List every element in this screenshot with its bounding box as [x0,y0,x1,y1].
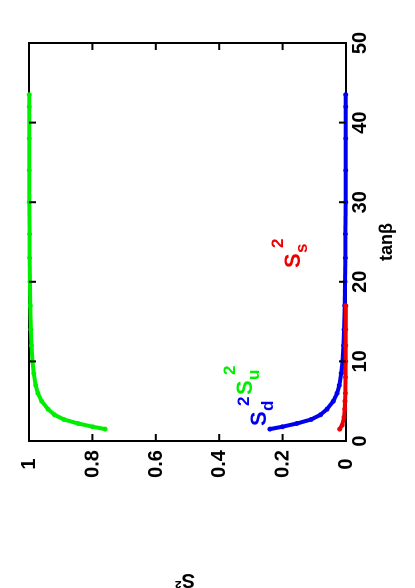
y-tick-label: 0 [335,458,357,469]
data-point-Sd-7 [334,390,340,396]
data-point-Sd-20 [343,104,349,110]
data-point-Su-2 [75,421,81,426]
series-label-sub: d [258,401,277,411]
series-label-Su: Su2 [220,366,263,395]
data-point-Sd-18 [343,167,349,173]
series-label-sub: s [292,244,311,253]
data-point-Sd-4 [318,412,324,418]
data-point-Ss-1 [339,422,345,428]
x-tick-label: 0 [349,435,371,446]
x-tick-label: 40 [349,111,371,133]
data-point-Su-13 [27,303,33,309]
data-point-Su-11 [29,343,34,348]
data-point-Sd-5 [324,406,330,412]
axis-ticks: 0 10 20 30 40 50 0 0.2 0.4 0.6 0.8 1 [18,32,371,478]
series-label-sup: 2 [234,397,253,406]
data-point-Sd-6 [330,398,336,404]
data-point-Su-12 [28,327,34,333]
data-point-Ss-5 [342,390,348,396]
series-label-base: S [232,380,257,395]
data-point-Su-9 [31,370,37,376]
data-marks [26,92,349,432]
data-point-Su-0 [102,426,108,432]
data-point-Su-21 [26,92,32,98]
data-point-Su-7 [35,390,41,396]
series-label-Sd: Sd2 [234,397,277,426]
data-point-Su-15 [27,255,33,261]
x-tick-label: 50 [349,32,371,54]
y-tick-label: 1 [18,458,40,469]
series-label-base: S [246,411,271,426]
x-tick-label: 10 [349,350,371,372]
series-label-Ss: Ss2 [268,239,311,268]
data-point-Sd-1 [280,424,286,430]
y-tick-label: 0.8 [81,450,103,478]
x-tick-label: 30 [349,191,371,213]
data-point-Ss-6 [343,374,348,380]
data-point-Su-5 [45,406,51,412]
data-point-Su-20 [26,104,32,110]
data-point-Su-16 [27,231,33,237]
data-point-Ss-9 [343,327,349,333]
data-point-Sd-16 [342,231,348,237]
x-axis-label: tanβ [376,223,396,261]
data-point-Su-8 [33,382,39,388]
series-line-Su [27,92,108,432]
data-point-Su-3 [61,417,67,422]
data-point-Sd-3 [308,417,314,422]
data-point-Sd-9 [338,370,344,376]
data-point-Su-18 [26,167,32,173]
data-point-Sd-15 [342,255,348,261]
series-label-sup: 2 [268,239,287,248]
data-point-Sd-21 [343,92,349,98]
series-label-base: S [280,253,305,268]
y-tick-label: 0.4 [208,449,230,478]
data-point-Sd-8 [336,382,342,388]
data-point-Ss-10 [343,303,349,309]
data-point-Su-4 [51,412,57,418]
y-axis-label: S² [175,569,195,588]
series-label-sup: 2 [220,366,239,375]
data-point-Sd-19 [343,136,349,141]
data-point-Su-19 [26,136,32,141]
data-point-Ss-8 [343,343,349,348]
series-label-sub: u [244,370,263,380]
data-point-Sd-2 [294,421,300,426]
data-point-Ss-0 [337,426,343,432]
data-point-Ss-4 [342,398,348,404]
y-tick-label: 0.2 [272,450,294,478]
data-point-Su-6 [39,398,45,404]
data-point-Sd-0 [267,426,273,432]
x-tick-label: 20 [349,271,371,293]
plot-frame [28,42,347,442]
data-point-Ss-3 [342,406,348,412]
y-tick-label: 0.6 [145,450,167,478]
data-point-Ss-2 [341,414,347,420]
data-point-Su-1 [89,424,95,430]
